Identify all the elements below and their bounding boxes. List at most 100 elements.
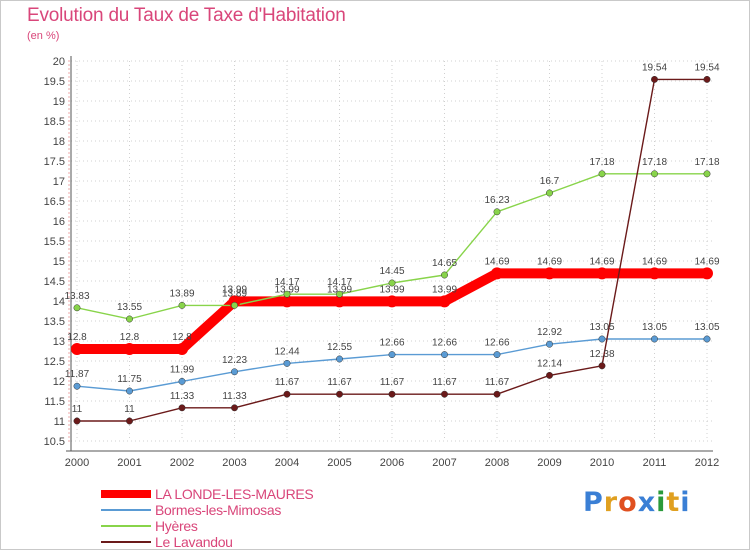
data-label: 11.87	[65, 369, 90, 380]
proxiti-logo: Proxiti	[583, 487, 691, 518]
y-tick-label: 17	[53, 176, 65, 188]
x-tick-label: 2001	[117, 457, 141, 469]
series-point-2	[493, 208, 501, 216]
series-point-2	[598, 170, 606, 178]
y-tick-label: 19	[53, 96, 65, 108]
data-label: 12.8	[67, 332, 87, 343]
y-tick-label: 15.5	[44, 236, 65, 248]
legend-label: Bormes-les-Mimosas	[155, 502, 282, 518]
data-label: 13.99	[379, 284, 404, 295]
x-tick-label: 2000	[65, 457, 89, 469]
legend-label: Hyères	[155, 518, 198, 534]
data-label: 11.33	[170, 391, 195, 402]
data-label: 14.69	[694, 256, 719, 267]
logo-letter: x	[637, 487, 657, 518]
series-point-2	[178, 301, 186, 309]
data-label: 12.55	[327, 342, 352, 353]
series-point-0	[333, 295, 346, 308]
series-point-3	[651, 75, 658, 83]
series-point-1	[441, 351, 448, 359]
series-point-3	[703, 75, 711, 83]
x-tick-label: 2004	[275, 457, 299, 469]
data-label: 11.33	[222, 391, 247, 402]
logo-letter: i	[680, 487, 691, 518]
series-point-2	[651, 170, 658, 178]
y-tick-label: 16.5	[44, 196, 65, 208]
logo-letter: o	[618, 487, 638, 518]
y-tick-label: 15	[53, 256, 65, 268]
series-point-2	[231, 301, 238, 309]
series-point-3	[73, 417, 81, 425]
data-label: 14.17	[274, 277, 299, 288]
legend-swatch	[101, 509, 151, 511]
series-point-0	[491, 267, 503, 280]
legend-item: LA LONDE-LES-MAURES	[101, 486, 314, 502]
series-point-2	[126, 315, 133, 323]
y-tick-label: 11.5	[44, 396, 65, 408]
data-label: 13.05	[694, 322, 719, 333]
data-label: 13.99	[327, 284, 352, 295]
data-label: 11.67	[380, 377, 405, 388]
data-label: 12.66	[432, 338, 457, 349]
series-point-0	[596, 267, 608, 280]
data-label: 11	[124, 404, 135, 415]
data-label: 12.66	[379, 338, 404, 349]
y-tick-label: 20	[53, 56, 65, 68]
series-point-2	[703, 170, 711, 178]
series-point-0	[123, 343, 136, 355]
legend-item: Hyères	[101, 518, 313, 534]
data-label: 16.23	[484, 195, 509, 206]
series-point-3	[178, 404, 186, 412]
series-point-2	[283, 290, 291, 298]
chart-subtitle: (en %)	[27, 30, 60, 42]
series-point-1	[388, 351, 396, 359]
series-point-1	[703, 335, 711, 343]
y-tick-label: 13	[53, 336, 65, 348]
series-point-2	[388, 279, 396, 287]
series-point-1	[546, 340, 553, 348]
legend-item: Bormes-les-Mimosas	[101, 502, 313, 518]
data-label: 11.99	[170, 364, 195, 375]
data-label: 14.45	[379, 266, 404, 277]
series-point-1	[651, 335, 658, 343]
data-label: 17.18	[589, 157, 614, 168]
y-tick-label: 10.5	[44, 436, 65, 448]
y-tick-label: 11	[54, 416, 65, 428]
y-tick-label: 18.5	[44, 116, 65, 128]
legend: LA LONDE-LES-MAURES Bormes-les-Mimosas Hyè…	[101, 486, 314, 550]
data-label: 13.05	[589, 322, 614, 333]
data-label: 12.44	[274, 346, 299, 357]
x-tick-label: 2010	[590, 457, 614, 469]
series-point-0	[701, 267, 713, 280]
data-label: 14.69	[484, 256, 509, 267]
series-point-0	[543, 267, 556, 280]
data-label: 14.69	[537, 256, 562, 267]
y-tick-label: 13.5	[44, 316, 65, 328]
data-label: 13.83	[64, 291, 89, 302]
series-point-1	[231, 368, 238, 376]
series-point-0	[71, 343, 83, 355]
series-point-1	[493, 351, 501, 359]
chart-title: Evolution du Taux de Taxe d'Habitation	[27, 5, 346, 26]
series-point-3	[598, 362, 606, 370]
legend-swatch	[101, 525, 151, 527]
series-point-1	[178, 377, 186, 385]
legend-swatch	[101, 490, 151, 498]
x-tick-label: 2005	[327, 457, 351, 469]
series-point-2	[336, 290, 343, 298]
data-label: 11.67	[485, 377, 510, 388]
series-point-3	[441, 390, 448, 398]
data-label: 11.67	[432, 377, 457, 388]
data-label: 11.67	[275, 377, 300, 388]
x-tick-label: 2012	[695, 457, 719, 469]
data-label: 13.55	[117, 302, 142, 313]
legend-item: Le Lavandou	[101, 534, 313, 550]
series-point-1	[73, 382, 81, 390]
series-point-0	[648, 267, 661, 280]
x-tick-label: 2003	[222, 457, 246, 469]
x-tick-label: 2011	[643, 457, 667, 469]
x-tick-label: 2009	[537, 457, 561, 469]
series-point-2	[441, 271, 448, 279]
data-label: 17.18	[642, 157, 667, 168]
